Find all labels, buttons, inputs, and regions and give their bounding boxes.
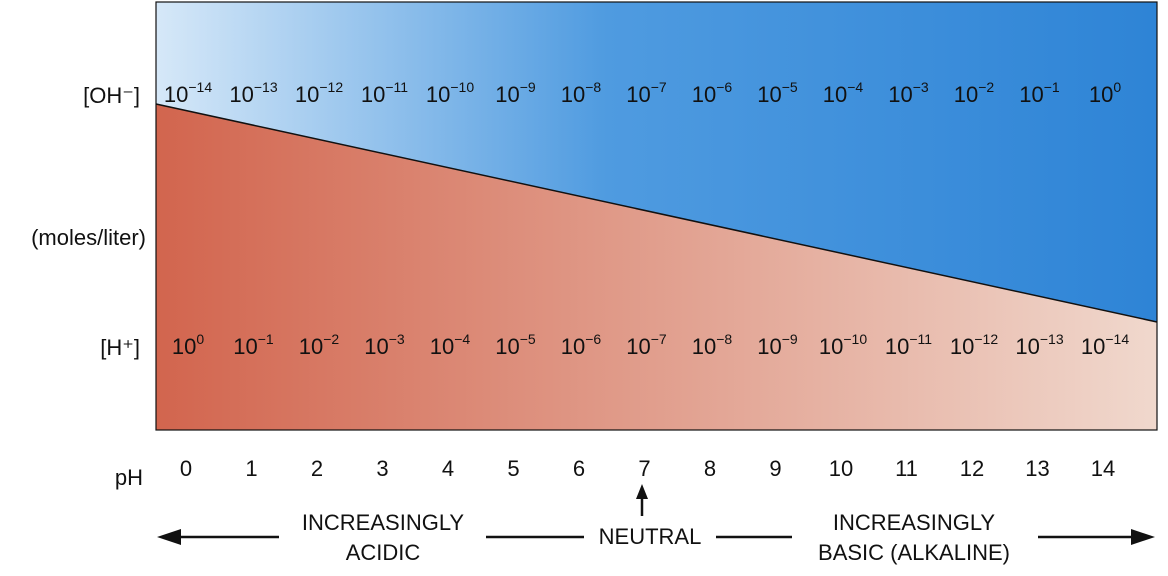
left-arrowhead (157, 529, 181, 545)
oh-power-label: 10−6 (692, 79, 733, 107)
oh-exponent: −10 (450, 79, 474, 95)
acidic-label-line2: ACIDIC (346, 540, 421, 565)
oh-exponent: −3 (913, 79, 929, 95)
oh-power-label: 10−14 (164, 79, 212, 107)
oh-exponent: −5 (782, 79, 798, 95)
h-exponent: −3 (389, 331, 405, 347)
h-exponent: −14 (1105, 331, 1129, 347)
concentration-divider-line (155, 103, 1158, 323)
h-exponent: −1 (258, 331, 274, 347)
oh-exponent: −12 (319, 79, 343, 95)
h-power-label: 10−5 (495, 331, 536, 359)
h-power-label: 100 (172, 331, 204, 359)
oh-power-label: 10−3 (888, 79, 929, 107)
ph-tick-label: 7 (638, 456, 650, 481)
h-exponent: −10 (843, 331, 867, 347)
ph-tick-label: 6 (573, 456, 585, 481)
h-exponent: −2 (323, 331, 339, 347)
h-power-label: 10−6 (561, 331, 602, 359)
hydroxide-region (156, 2, 1157, 322)
oh-exponent: −8 (585, 79, 601, 95)
h-power-label: 10−9 (757, 331, 798, 359)
ph-tick-label: 13 (1025, 456, 1049, 481)
oh-power-label: 100 (1089, 79, 1121, 107)
acidic-label-line1: INCREASINGLY (302, 510, 465, 535)
basic-label-line2: BASIC (ALKALINE) (818, 540, 1010, 565)
ph-tick-label: 4 (442, 456, 454, 481)
ph-tick-label: 14 (1091, 456, 1115, 481)
oh-power-label: 10−11 (361, 79, 408, 107)
h-power-label: 10−14 (1081, 331, 1129, 359)
h-power-label: 10−4 (430, 331, 471, 359)
basic-label-line1: INCREASINGLY (833, 510, 996, 535)
h-exponent: −5 (520, 331, 536, 347)
ph-tick-label: 1 (245, 456, 257, 481)
h-power-label: 10−1 (233, 331, 274, 359)
region-axis (157, 529, 1155, 545)
h-power-label: 10−3 (364, 331, 405, 359)
ph-tick-label: 10 (829, 456, 853, 481)
oh-power-label: 10−8 (561, 79, 602, 107)
h-power-label: 10−10 (819, 331, 867, 359)
ph-scale-row: 0 1 2 3 4 5 6 7 8 9 10 11 12 13 14 (180, 456, 1115, 481)
oh-exponent: −7 (651, 79, 667, 95)
oh-power-label: 10−9 (495, 79, 536, 107)
h-exponent: −4 (454, 331, 470, 347)
h-label: [H⁺] (100, 335, 140, 360)
oh-power-label: 10−2 (954, 79, 995, 107)
oh-exponent: −11 (385, 79, 408, 95)
oh-exponent: −1 (1044, 79, 1060, 95)
h-power-label: 10−13 (1015, 331, 1063, 359)
oh-power-label: 10−7 (626, 79, 667, 107)
chart-frame (155, 1, 1158, 431)
oh-exponent: −14 (188, 79, 212, 95)
h-power-label: 10−2 (299, 331, 340, 359)
h-power-label: 10−11 (885, 331, 932, 359)
h-exponent: −8 (716, 331, 732, 347)
oh-power-label: 10−13 (229, 79, 277, 107)
h-exponent: −6 (585, 331, 601, 347)
h-power-label: 10−8 (692, 331, 733, 359)
oh-exponent: −4 (847, 79, 863, 95)
oh-power-label: 10−12 (295, 79, 343, 107)
h-exponent: −7 (651, 331, 667, 347)
h-exponent: −12 (974, 331, 998, 347)
neutral-label: NEUTRAL (599, 524, 702, 549)
h-power-label: 10−7 (626, 331, 667, 359)
oh-power-label: 10−10 (426, 79, 474, 107)
ph-label: pH (115, 465, 143, 490)
ph-tick-label: 9 (769, 456, 781, 481)
oh-exponent: −6 (716, 79, 732, 95)
neutral-marker-arrow (636, 484, 648, 516)
ph-tick-label: 3 (376, 456, 388, 481)
ph-tick-label: 0 (180, 456, 192, 481)
oh-exponent: −13 (254, 79, 278, 95)
units-label: (moles/liter) (31, 225, 146, 250)
oh-exponent: −2 (978, 79, 994, 95)
oh-label: [OH⁻] (83, 83, 140, 108)
h-exponent: −13 (1040, 331, 1064, 347)
oh-power-label: 10−5 (757, 79, 798, 107)
h-exponent: −11 (909, 331, 932, 347)
ph-tick-label: 5 (507, 456, 519, 481)
h-exponent: −9 (782, 331, 798, 347)
h-exponent: 0 (196, 331, 204, 347)
oh-power-label: 10−4 (823, 79, 864, 107)
oh-concentration-row: 10−14 10−13 10−12 10−11 10−10 10−9 10−8 10−7 10−… (164, 79, 1121, 107)
hydrogen-region (156, 104, 1157, 430)
h-power-label: 10−12 (950, 331, 998, 359)
oh-exponent: 0 (1113, 79, 1121, 95)
h-concentration-row: 100 10−1 10−2 10−3 10−4 10−5 10−6 10−7 10−8 10−9 1… (172, 331, 1129, 359)
right-arrowhead (1131, 529, 1155, 545)
oh-power-label: 10−1 (1019, 79, 1060, 107)
ph-tick-label: 8 (704, 456, 716, 481)
oh-exponent: −9 (520, 79, 536, 95)
ph-tick-label: 12 (960, 456, 984, 481)
ph-tick-label: 11 (895, 456, 918, 481)
ph-tick-label: 2 (311, 456, 323, 481)
